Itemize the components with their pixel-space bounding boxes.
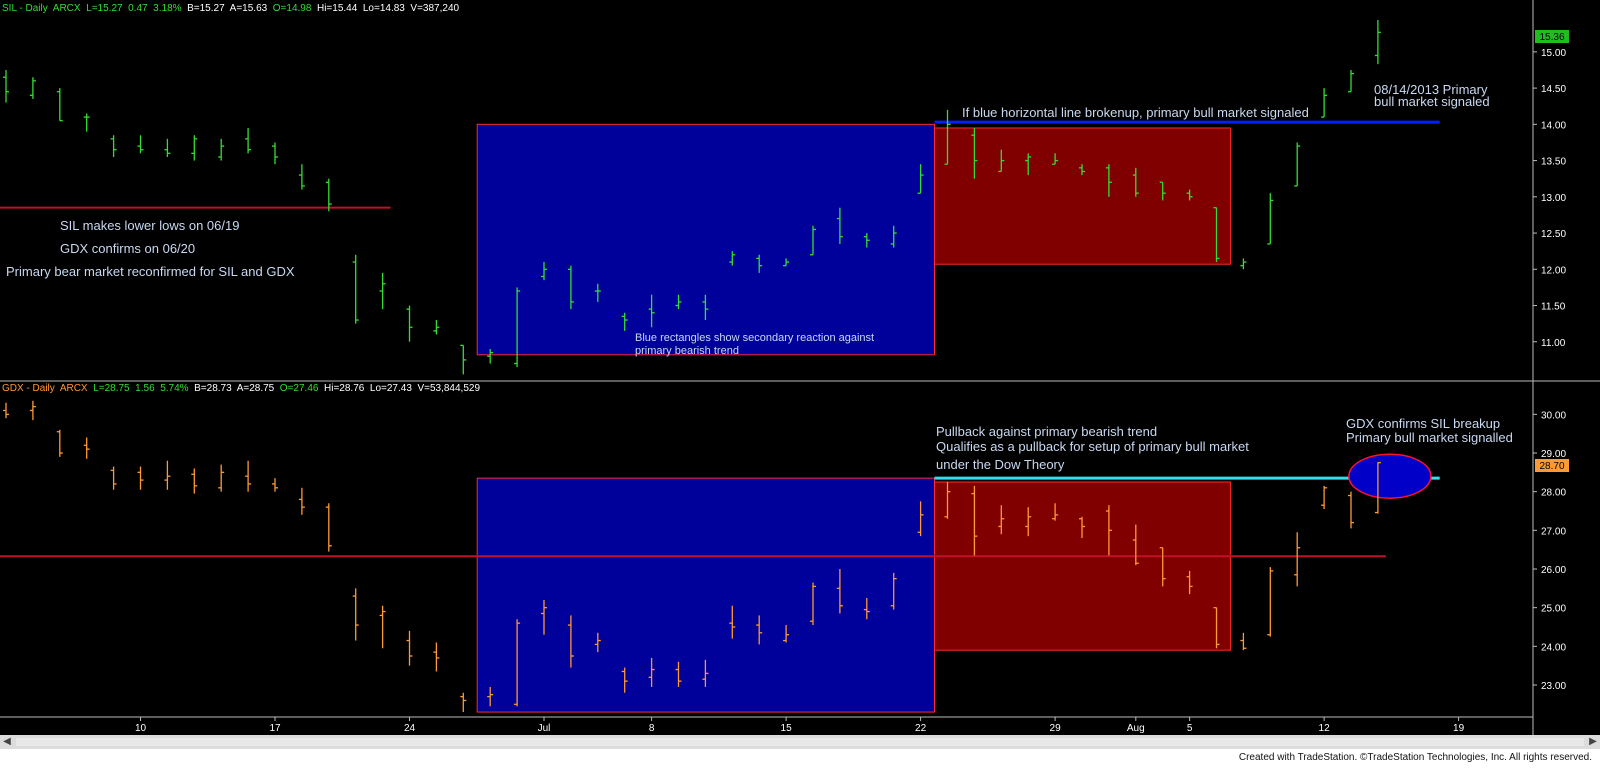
time-tick-label: Jul bbox=[538, 723, 551, 734]
time-tick-label: 15 bbox=[781, 723, 793, 734]
stock-chart[interactable]: 11.00 11.50 12.00 12.50 13.00 13.50 14.00 14.50… bbox=[0, 0, 1600, 735]
sil-ytick-label: 11.00 bbox=[1541, 338, 1566, 349]
sil-price-axis: 11.00 11.50 12.00 12.50 13.00 13.50 14.00 14.50… bbox=[1533, 48, 1566, 349]
footer: Created with TradeStation. ©TradeStation… bbox=[0, 749, 1600, 777]
sil-last: L=15.27 bbox=[86, 3, 123, 14]
gdx-symbol: GDX - Daily bbox=[2, 383, 55, 394]
gdx-open: O=27.46 bbox=[279, 383, 319, 394]
gdx-ask: A=28.75 bbox=[236, 383, 275, 394]
sil-open: O=14.98 bbox=[272, 3, 312, 14]
sil-price-bars bbox=[3, 19, 1381, 375]
blue-rect-note-line2: primary bearish trend bbox=[635, 345, 739, 357]
gdx-ytick-label: 28.00 bbox=[1541, 488, 1566, 499]
sil-last-price-tag: 15.36 bbox=[1535, 30, 1569, 43]
sil-ask: A=15.63 bbox=[229, 3, 268, 14]
sil-last-price-box bbox=[1535, 30, 1569, 43]
blue-rect-note-line1: Blue rectangles show secondary reaction … bbox=[635, 332, 874, 344]
blue-line-note: If blue horizontal line brokenup, primar… bbox=[962, 105, 1309, 120]
sil-low: Lo=14.83 bbox=[362, 3, 405, 14]
gdx-confirms-note: GDX confirms on 06/20 bbox=[60, 241, 195, 256]
sil-annotations: SIL makes lower lows on 06/19 GDX confir… bbox=[6, 82, 1490, 357]
sil-high: Hi=15.44 bbox=[316, 3, 358, 14]
time-tick-label: 10 bbox=[135, 723, 147, 734]
sil-ytick-label: 13.50 bbox=[1541, 157, 1566, 168]
gdx-volume: V=53,844,529 bbox=[417, 383, 481, 394]
copyright-credit: Created with TradeStation. ©TradeStation… bbox=[1238, 752, 1592, 763]
time-tick-label: 19 bbox=[1453, 723, 1465, 734]
sil-header: SIL - Daily ARCX L=15.27 0.47 3.18% B=15… bbox=[2, 3, 459, 14]
sil-volume: V=387,240 bbox=[410, 3, 460, 14]
gdx-bid: B=28.73 bbox=[194, 383, 232, 394]
time-tick-label: 12 bbox=[1319, 723, 1331, 734]
sil-bid: B=15.27 bbox=[187, 3, 225, 14]
gdx-ytick-label: 26.00 bbox=[1541, 565, 1566, 576]
gdx-low: Lo=27.43 bbox=[369, 383, 412, 394]
chart-panes bbox=[0, 0, 1600, 735]
gdx-ytick-label: 24.00 bbox=[1541, 642, 1566, 653]
time-tick-label: 17 bbox=[269, 723, 281, 734]
scroll-track[interactable] bbox=[16, 738, 1584, 746]
gdx-ytick-label: 29.00 bbox=[1541, 449, 1566, 460]
sil-ytick-label: 12.50 bbox=[1541, 229, 1566, 240]
gdx-ytick-label: 25.00 bbox=[1541, 604, 1566, 615]
gdx-breakup-note-line2: Primary bull market signalled bbox=[1346, 430, 1513, 445]
time-tick-label: 24 bbox=[404, 723, 416, 734]
gdx-price-axis: 23.00 24.00 25.00 26.00 27.00 28.00 29.00 30.00 bbox=[1533, 410, 1566, 692]
sil-blue-reaction-rect bbox=[476, 123, 935, 356]
gdx-exchange: ARCX bbox=[59, 383, 88, 394]
gdx-change: 1.56 bbox=[135, 383, 155, 394]
bear-reconfirmed-note: Primary bear market reconfirmed for SIL … bbox=[6, 264, 295, 279]
time-tick-label: 22 bbox=[915, 723, 927, 734]
time-tick-label: 5 bbox=[1187, 723, 1193, 734]
gdx-ytick-label: 27.00 bbox=[1541, 526, 1566, 537]
sil-ytick-label: 14.00 bbox=[1541, 120, 1566, 131]
sil-symbol: SIL - Daily bbox=[2, 3, 48, 14]
horizontal-scrollbar[interactable]: ◀ ▶ bbox=[0, 735, 1600, 749]
scroll-right-icon[interactable]: ▶ bbox=[1589, 736, 1597, 747]
sil-ytick-label: 15.00 bbox=[1541, 48, 1566, 59]
sil-ytick-label: 12.00 bbox=[1541, 265, 1566, 276]
time-tick-label: Aug bbox=[1127, 723, 1145, 734]
gdx-price-bars bbox=[3, 400, 1381, 713]
gdx-header: GDX - Daily ARCX L=28.75 1.56 5.74% B=28… bbox=[2, 383, 480, 394]
sil-last-price-label: 15.36 bbox=[1539, 32, 1564, 43]
gdx-last-price-label: 28.70 bbox=[1539, 461, 1564, 472]
gdx-ytick-label: 23.00 bbox=[1541, 681, 1566, 692]
sil-ytick-label: 11.50 bbox=[1541, 302, 1566, 313]
gdx-breakup-note-line1: GDX confirms SIL breakup bbox=[1346, 416, 1500, 431]
pullback-note-line3: under the Dow Theory bbox=[936, 457, 1065, 472]
gdx-last-price-box bbox=[1535, 459, 1569, 472]
gdx-pct: 5.74% bbox=[160, 383, 189, 394]
gdx-last: L=28.75 bbox=[93, 383, 130, 394]
bull-signal-note-line1: 08/14/2013 Primary bbox=[1374, 82, 1488, 97]
sil-ytick-label: 13.00 bbox=[1541, 193, 1566, 204]
time-tick-label: 8 bbox=[649, 723, 655, 734]
gdx-last-price-tag: 28.70 bbox=[1535, 459, 1569, 472]
sil-exchange: ARCX bbox=[52, 3, 81, 14]
time-tick-label: 29 bbox=[1050, 723, 1062, 734]
bull-signal-note-line2: bull market signaled bbox=[1374, 94, 1490, 109]
gdx-breakup-ellipse bbox=[1348, 453, 1432, 499]
gdx-drawings bbox=[0, 453, 1440, 713]
gdx-red-reaction-rect bbox=[934, 481, 1231, 651]
sil-red-reaction-rect bbox=[934, 127, 1231, 265]
sil-ytick-label: 14.50 bbox=[1541, 84, 1566, 95]
gdx-annotations: Pullback against primary bearish trend Q… bbox=[936, 416, 1513, 472]
pullback-note-line1: Pullback against primary bearish trend bbox=[936, 424, 1157, 439]
time-axis: 10 17 24 Jul 8 15 22 29 Aug 5 12 19 bbox=[135, 717, 1465, 734]
gdx-high: Hi=28.76 bbox=[324, 383, 365, 394]
gdx-ytick-label: 30.00 bbox=[1541, 410, 1566, 421]
sil-lower-lows-note: SIL makes lower lows on 06/19 bbox=[60, 218, 239, 233]
scroll-left-icon[interactable]: ◀ bbox=[3, 736, 11, 747]
pullback-note-line2: Qualifies as a pullback for setup of pri… bbox=[936, 439, 1249, 454]
sil-change: 0.47 bbox=[128, 3, 148, 14]
sil-pct: 3.18% bbox=[153, 3, 182, 14]
